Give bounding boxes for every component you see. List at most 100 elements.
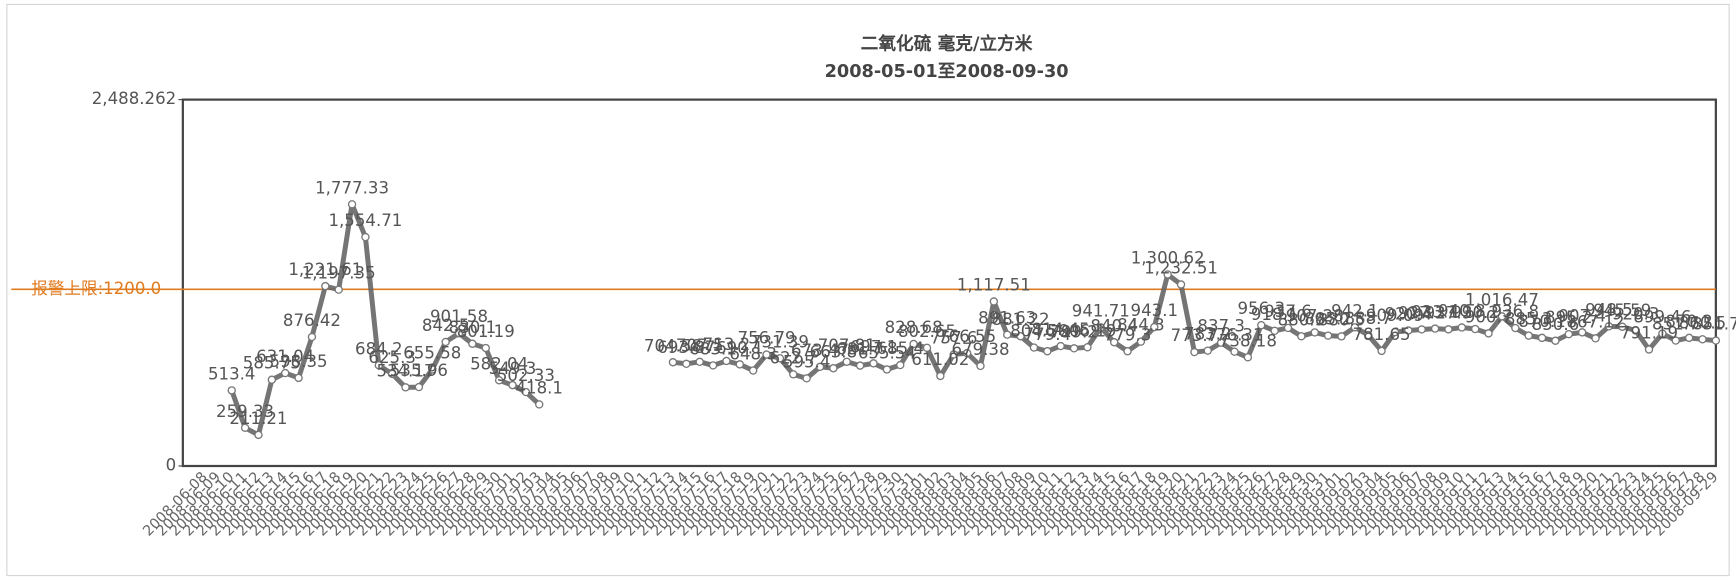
data-point (481, 343, 490, 353)
data-point (1323, 331, 1333, 340)
data-point (227, 386, 236, 395)
data-label: 937.6 (1264, 302, 1312, 321)
data-point (989, 297, 999, 306)
data-point (1497, 312, 1507, 321)
data-label: 899.46 (1633, 308, 1691, 327)
data-label: 948.5 (1585, 300, 1633, 319)
data-point (869, 359, 878, 368)
data-label: 1,232.51 (1144, 259, 1218, 278)
data-point (1377, 346, 1386, 356)
data-point (1711, 336, 1721, 345)
data-point (748, 366, 758, 375)
data-label: 918.1 (1251, 305, 1299, 324)
data-label: 799.2 (1050, 322, 1098, 341)
data-point (909, 339, 918, 349)
data-point (1350, 323, 1360, 332)
data-label: 860.5 (1679, 313, 1727, 332)
data-label: 595.4 (783, 352, 831, 371)
data-point (494, 376, 504, 385)
data-point (1404, 326, 1413, 335)
data-label: 880.9 (1278, 310, 1326, 329)
data-point (1150, 322, 1159, 332)
chart-title: 二氧化硫 毫克/立方米 (861, 32, 1033, 54)
data-label: 936.8 (1492, 302, 1540, 321)
data-label: 907.4 (1558, 306, 1606, 325)
data-label: 909.09 (1366, 306, 1424, 325)
data-label: 779.3 (1104, 325, 1152, 344)
data-label: 655.54 (858, 343, 916, 362)
data-point (1564, 329, 1573, 339)
data-point (1283, 323, 1293, 333)
data-point (829, 364, 838, 373)
data-label: 920.4 (1385, 304, 1433, 323)
data-label: 259.33 (216, 402, 274, 421)
data-point (401, 383, 410, 392)
data-point (1484, 329, 1493, 338)
data-point (1257, 320, 1266, 330)
data-label: 927.9 (1425, 303, 1473, 322)
data-label: 881.22 (992, 310, 1050, 329)
data-point (1364, 330, 1373, 340)
data-point (896, 360, 905, 370)
data-point (294, 373, 303, 383)
data-point (1631, 326, 1640, 335)
data-label: 683.1 (689, 339, 737, 358)
data-point (802, 374, 811, 383)
data-label: 655.58 (403, 343, 461, 362)
data-point (508, 380, 517, 390)
data-label: 707.81 (818, 336, 876, 355)
data-point (1337, 332, 1346, 341)
data-label: 713.2 (703, 335, 751, 354)
data-point (1096, 323, 1106, 332)
data-point (936, 371, 945, 381)
data-label: 648.3 (729, 345, 777, 364)
data-point (1644, 345, 1654, 354)
data-label: 830.1 (449, 318, 497, 337)
plot-frame (181, 98, 1717, 468)
data-point (1591, 334, 1600, 343)
data-label: 582.04 (470, 354, 528, 373)
data-label: 625.3 (368, 348, 416, 367)
data-point (347, 200, 357, 209)
data-label: 867.12 (1566, 312, 1624, 331)
data-point (1390, 327, 1400, 337)
data-label: 663.8 (810, 342, 858, 361)
data-point (387, 369, 397, 379)
data-label: 1,554.71 (328, 211, 402, 230)
data-point (1551, 336, 1560, 345)
data-point (1577, 328, 1587, 337)
data-label: 885.2 (1304, 310, 1352, 329)
data-label: 684.2 (355, 339, 403, 358)
data-label: 585.75 (243, 354, 301, 373)
data-label: 779.4 (1024, 325, 1072, 344)
data-label: 693.87 (657, 338, 715, 357)
data-label: 679.38 (951, 340, 1009, 359)
data-label: 756.79 (738, 329, 796, 348)
data-point (1176, 280, 1186, 289)
data-label: 851.7 (1652, 315, 1700, 334)
data-point (1604, 322, 1614, 331)
data-point (468, 339, 477, 348)
data-point (267, 375, 277, 384)
data-point (1537, 333, 1547, 343)
data-point (334, 285, 343, 294)
data-point (949, 350, 958, 359)
data-label: 704.58 (644, 336, 702, 355)
data-label: 806.19 (1058, 321, 1116, 340)
data-label: 211.21 (229, 409, 287, 428)
data-point (307, 332, 317, 342)
data-point (855, 361, 865, 370)
y-tick-label: 0 (166, 455, 177, 474)
data-point (1618, 322, 1627, 331)
data-point (1243, 353, 1253, 362)
data-label: 781.65 (1353, 325, 1411, 344)
data-point (454, 329, 464, 338)
data-point (962, 348, 972, 358)
data-label: 673.47 (791, 341, 849, 360)
data-point (682, 359, 691, 369)
data-label: 611.02 (911, 350, 969, 369)
data-point (708, 361, 718, 370)
data-label: 837.3 (1197, 317, 1245, 336)
data-label: 622.7 (770, 348, 818, 367)
data-point (1270, 326, 1279, 336)
